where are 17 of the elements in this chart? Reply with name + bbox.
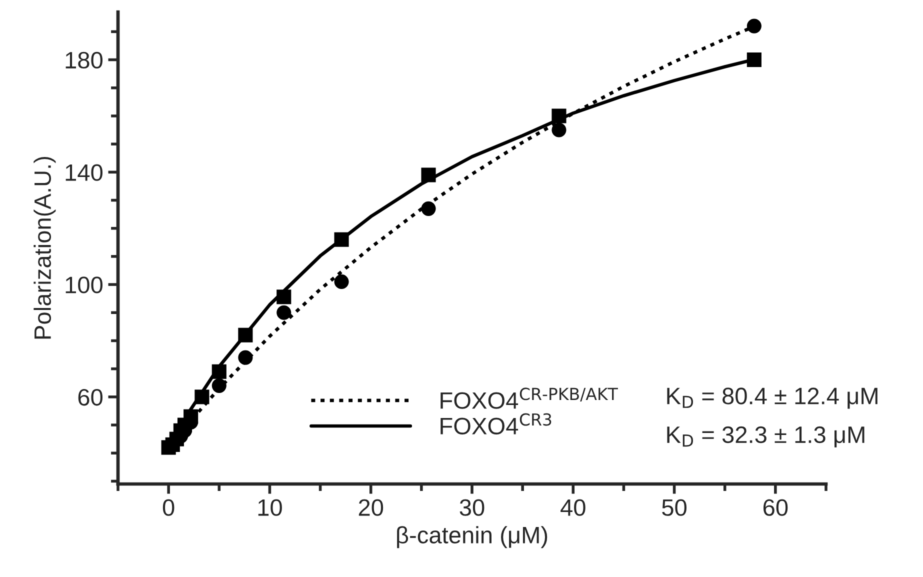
annotation: K$_{D}$ = 80.4 ± 12.4 μM [667, 388, 878, 409]
x-tick-label: 10 [258, 499, 282, 516]
y-tick-label: 60 [78, 388, 102, 406]
legend-label: FOXO4$^{CR-PKB/AKT}$ [440, 388, 618, 409]
x-axis-title: β-catenin (μM) [397, 526, 548, 548]
y-tick-label: 180 [66, 52, 102, 69]
annotation: K$_{D}$ = 32.3 ± 1.3 μM [667, 426, 864, 448]
x-tick-label: 0 [162, 499, 174, 516]
x-tick-label: 60 [764, 499, 788, 516]
y-tick-label: 140 [66, 164, 102, 181]
x-tick-label: 50 [662, 499, 686, 516]
y-tick-label: 100 [66, 276, 102, 294]
x-tick-label: 40 [560, 499, 586, 516]
x-tick-label: 30 [460, 499, 484, 516]
legend-label: FOXO4$^{CR3}$ [440, 413, 552, 434]
x-tick-label: 20 [358, 499, 384, 516]
y-axis-title: Polarization(A.U.) [34, 156, 56, 339]
